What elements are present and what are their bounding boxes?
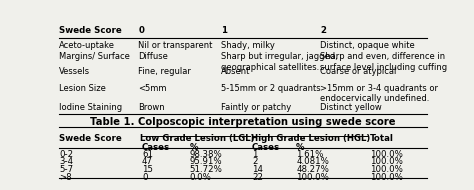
Text: 0: 0: [138, 26, 144, 36]
Text: 98.38%: 98.38%: [190, 150, 222, 159]
Text: %: %: [296, 143, 305, 152]
Text: Swede Score: Swede Score: [59, 134, 122, 143]
Text: Coarse or atypical: Coarse or atypical: [320, 67, 396, 76]
Text: 1: 1: [221, 26, 227, 36]
Text: >15mm or 3-4 quadrants or
endocervically undefined.: >15mm or 3-4 quadrants or endocervically…: [320, 84, 438, 103]
Text: Distinct, opaque white
Sharp and even, difference in
surface level including cuf: Distinct, opaque white Sharp and even, d…: [320, 41, 447, 72]
Text: 51.72%: 51.72%: [190, 165, 222, 174]
Text: Fine, regular: Fine, regular: [138, 67, 191, 76]
Text: 2: 2: [252, 157, 257, 166]
Text: 0.0%: 0.0%: [190, 173, 211, 182]
Text: <5mm: <5mm: [138, 84, 167, 93]
Text: Lesion Size: Lesion Size: [59, 84, 106, 93]
Text: 48.27%: 48.27%: [296, 165, 329, 174]
Text: 100.0%: 100.0%: [370, 157, 402, 166]
Text: Faintly or patchy: Faintly or patchy: [221, 103, 291, 112]
Text: 5-15mm or 2 quadrants: 5-15mm or 2 quadrants: [221, 84, 320, 93]
Text: 5-7: 5-7: [59, 165, 73, 174]
Text: Absent: Absent: [221, 67, 250, 76]
Text: 3-4: 3-4: [59, 157, 73, 166]
Text: 15: 15: [142, 165, 153, 174]
Text: 0-2: 0-2: [59, 150, 73, 159]
Text: 100.0%: 100.0%: [370, 173, 402, 182]
Text: Low Grade Lesion (LGL): Low Grade Lesion (LGL): [140, 134, 254, 143]
Text: 95.91%: 95.91%: [190, 157, 222, 166]
Text: Swede Score: Swede Score: [59, 26, 122, 36]
Text: 0: 0: [142, 173, 147, 182]
Text: Aceto-uptake
Margins/ Surface: Aceto-uptake Margins/ Surface: [59, 41, 130, 61]
Text: 100.0%: 100.0%: [370, 165, 402, 174]
Text: 1.61%: 1.61%: [296, 150, 324, 159]
Text: 100.0%: 100.0%: [296, 173, 329, 182]
Text: Distinct yellow: Distinct yellow: [320, 103, 382, 112]
Text: 1: 1: [252, 150, 257, 159]
Text: 22: 22: [252, 173, 263, 182]
Text: Total: Total: [370, 134, 393, 143]
Text: Cases: Cases: [142, 143, 170, 152]
Text: 100.0%: 100.0%: [370, 150, 402, 159]
Text: Table 1. Colposcopic interpretation using swede score: Table 1. Colposcopic interpretation usin…: [90, 117, 396, 127]
Text: 2: 2: [320, 26, 326, 36]
Text: %: %: [190, 143, 198, 152]
Text: Cases: Cases: [252, 143, 280, 152]
Text: Vessels: Vessels: [59, 67, 91, 76]
Text: >8: >8: [59, 173, 72, 182]
Text: 14: 14: [252, 165, 263, 174]
Text: 47: 47: [142, 157, 153, 166]
Text: Shady, milky
Sharp but irregular, jagged,
geographical satellites.: Shady, milky Sharp but irregular, jagged…: [221, 41, 337, 72]
Text: Brown: Brown: [138, 103, 165, 112]
Text: 61: 61: [142, 150, 153, 159]
Text: 4.081%: 4.081%: [296, 157, 329, 166]
Text: Nil or transparent
Diffuse: Nil or transparent Diffuse: [138, 41, 213, 61]
Text: Iodine Staining: Iodine Staining: [59, 103, 122, 112]
Text: High Grade Lesion (HGL): High Grade Lesion (HGL): [251, 134, 371, 143]
